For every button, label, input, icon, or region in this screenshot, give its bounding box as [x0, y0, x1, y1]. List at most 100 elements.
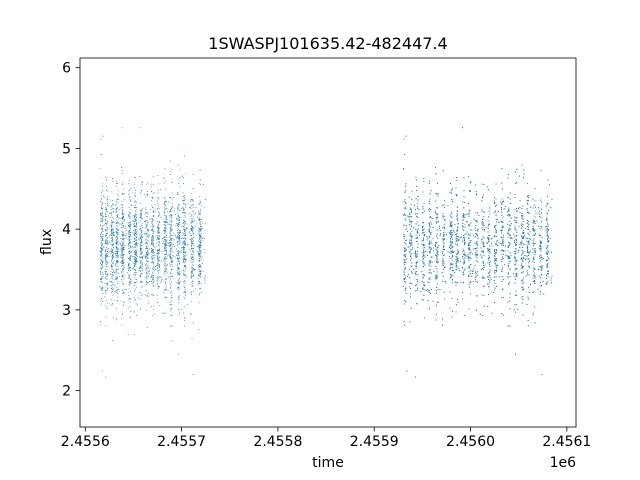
data-point	[129, 196, 131, 198]
data-point	[191, 222, 192, 224]
data-point	[112, 203, 114, 205]
data-point	[142, 181, 143, 183]
data-point	[205, 223, 206, 225]
data-point	[193, 291, 194, 293]
data-point	[158, 265, 160, 267]
data-point	[183, 196, 185, 197]
data-point	[170, 171, 172, 173]
data-point	[199, 274, 201, 276]
data-point	[147, 222, 149, 224]
data-point	[141, 262, 143, 263]
data-point	[116, 217, 118, 218]
data-point	[117, 183, 119, 184]
data-point	[101, 250, 102, 252]
data-point	[151, 240, 153, 242]
data-point	[122, 260, 123, 262]
data-point	[200, 236, 202, 238]
data-point	[151, 274, 152, 276]
data-point	[156, 227, 158, 229]
data-point	[135, 229, 137, 230]
data-point	[129, 179, 130, 181]
data-point	[141, 209, 142, 211]
data-point	[117, 229, 119, 231]
data-point	[111, 244, 113, 246]
data-point	[122, 256, 124, 258]
data-point	[192, 218, 194, 220]
data-point	[101, 288, 103, 289]
data-point	[141, 184, 143, 186]
data-point	[140, 189, 142, 191]
data-point	[158, 241, 160, 242]
data-point	[111, 237, 113, 239]
data-point	[106, 243, 108, 245]
data-point	[113, 253, 114, 255]
data-point	[190, 235, 192, 236]
data-point	[169, 237, 171, 238]
data-point	[129, 226, 130, 228]
data-point	[136, 206, 138, 208]
data-point	[180, 238, 182, 240]
data-point	[115, 319, 117, 321]
data-point	[179, 222, 180, 224]
data-point	[176, 248, 177, 250]
data-point	[116, 210, 117, 212]
data-point	[108, 248, 110, 249]
data-point	[178, 299, 180, 300]
data-point	[147, 257, 148, 259]
data-point	[102, 225, 104, 226]
data-point	[192, 269, 194, 270]
data-point	[111, 260, 113, 261]
data-point	[153, 207, 155, 209]
data-point	[176, 252, 178, 254]
data-point	[113, 231, 114, 233]
data-point	[109, 273, 111, 275]
data-point	[155, 266, 157, 268]
data-point	[120, 207, 122, 209]
data-point	[184, 205, 186, 207]
data-point	[191, 231, 193, 233]
data-point	[134, 225, 136, 226]
data-point	[178, 183, 180, 185]
data-point	[129, 197, 130, 198]
data-point	[121, 173, 123, 175]
data-point	[113, 284, 114, 286]
data-point	[138, 236, 140, 238]
data-point	[115, 266, 117, 268]
data-point	[204, 282, 206, 284]
data-point	[185, 233, 187, 235]
data-point	[178, 289, 179, 291]
data-point	[133, 226, 135, 228]
data-point	[117, 214, 119, 216]
data-point	[121, 253, 123, 254]
data-point	[119, 242, 121, 244]
data-point	[181, 225, 183, 227]
data-point	[140, 249, 142, 251]
data-point	[192, 210, 194, 212]
data-point	[110, 234, 112, 236]
data-point	[199, 229, 200, 230]
data-point	[111, 274, 113, 276]
data-point	[171, 259, 173, 261]
data-point	[169, 253, 171, 254]
data-point	[151, 276, 152, 278]
data-point	[185, 222, 186, 224]
data-point	[136, 253, 138, 255]
data-point	[121, 250, 123, 252]
data-point	[116, 232, 117, 234]
data-point	[184, 289, 186, 290]
data-point	[163, 208, 165, 210]
data-point	[118, 268, 119, 270]
data-point	[121, 257, 123, 259]
data-point	[177, 235, 179, 237]
data-point	[134, 192, 136, 194]
data-point	[110, 240, 112, 242]
data-point	[179, 274, 180, 276]
data-point	[111, 191, 113, 193]
data-point	[121, 221, 123, 223]
data-point	[153, 278, 155, 280]
data-point	[140, 238, 142, 240]
data-point	[132, 267, 134, 269]
data-point	[128, 236, 130, 238]
data-point	[145, 294, 147, 296]
data-point	[100, 201, 101, 202]
